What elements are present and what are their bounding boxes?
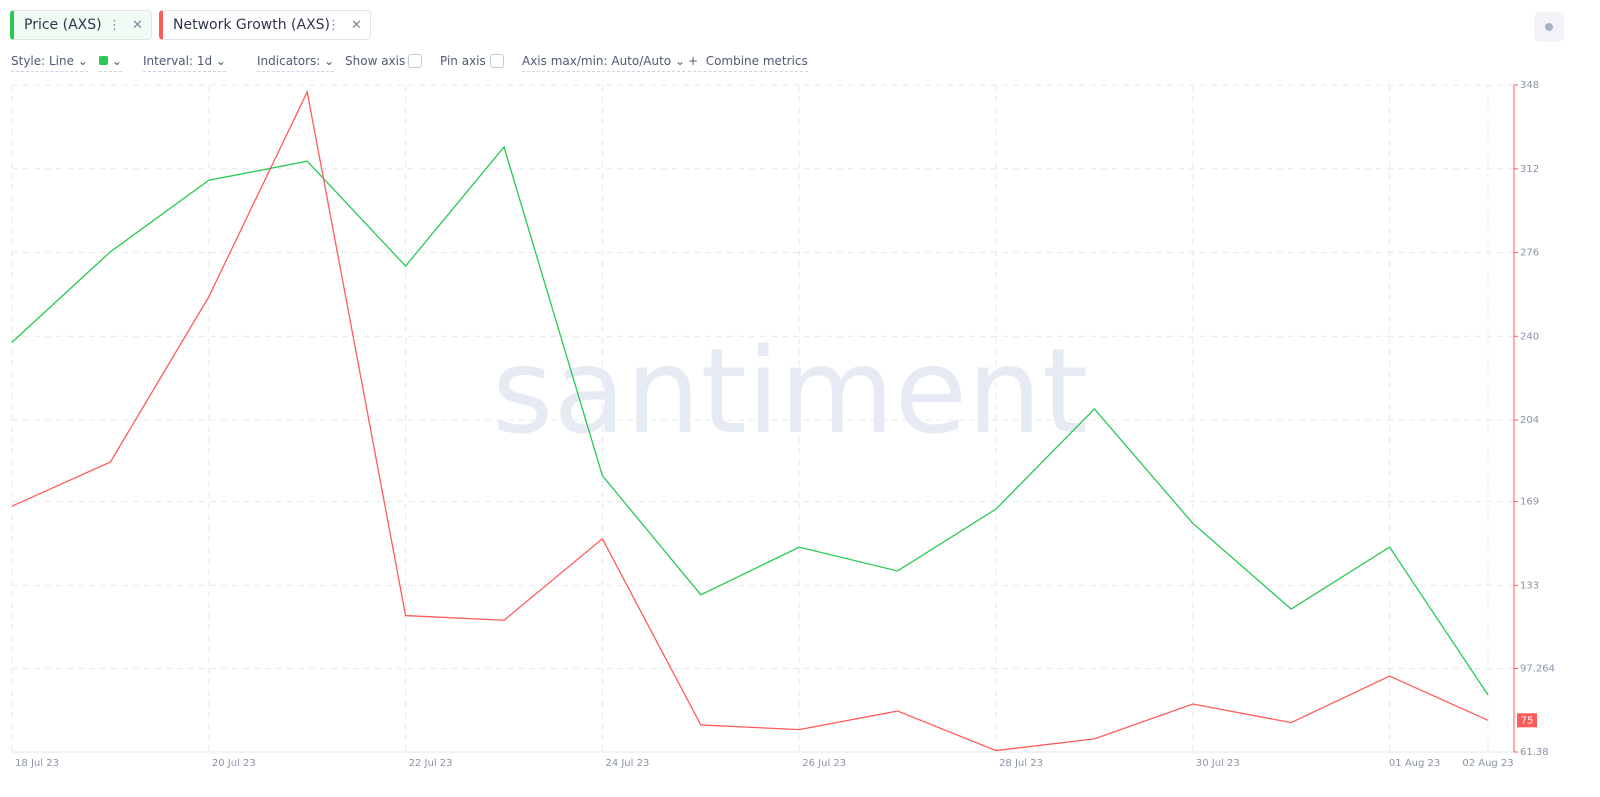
- y2-tick-label: 169: [1520, 497, 1539, 508]
- series-line: [11, 145, 1489, 696]
- icon: [1545, 23, 1553, 31]
- tab-label: Network Growth (AXS): [173, 17, 331, 33]
- y2-tick-label: 97.264: [1520, 663, 1555, 674]
- swatch: [99, 56, 108, 65]
- combine-button[interactable]: + Combine metrics: [688, 54, 808, 72]
- x-tick-label: 30 Jul 23: [1196, 758, 1240, 769]
- y2-tick-label: 133: [1520, 580, 1539, 591]
- metric-tab[interactable]: Price (AXS) ⋮ ✕: [10, 10, 152, 40]
- grid: [11, 84, 1514, 753]
- last-value-badge: [1517, 713, 1537, 728]
- axis-minmax-select[interactable]: Axis max/min: Auto/Auto ⌄: [522, 54, 686, 72]
- x-tick-label: 26 Jul 23: [802, 758, 846, 769]
- label: Interval: 1d: [143, 54, 213, 68]
- style-select[interactable]: Style: Line ⌄: [11, 54, 88, 72]
- last-value-label: 75: [1521, 715, 1534, 726]
- x-tick-label: 01 Aug 23: [1389, 758, 1440, 769]
- pin-axis-checkbox[interactable]: [490, 54, 504, 68]
- y2-tick-label: 240: [1520, 331, 1539, 342]
- tab-menu[interactable]: ⋮: [108, 17, 121, 33]
- label: Combine metrics: [705, 54, 808, 68]
- pin-axis-label[interactable]: Pin axis: [440, 54, 486, 68]
- x-tick-label: 20 Jul 23: [212, 758, 256, 769]
- interval-select[interactable]: Interval: 1d ⌄: [143, 54, 226, 72]
- y2-tick-label: 348: [1520, 80, 1539, 91]
- metric-tab[interactable]: Network Growth (AXS) ⋮ ✕: [159, 10, 371, 40]
- settings-button[interactable]: [1534, 12, 1564, 42]
- tab-label: Price (AXS): [24, 17, 102, 33]
- color-select[interactable]: ⌄: [99, 54, 122, 72]
- x-tick-label: 28 Jul 23: [999, 758, 1043, 769]
- y2-tick-label: 312: [1520, 164, 1539, 175]
- tab-close[interactable]: ✕: [132, 17, 143, 33]
- label: Axis max/min: Auto/Auto: [522, 54, 672, 68]
- y2-tick-label: 204: [1520, 415, 1539, 426]
- show-axis-checkbox[interactable]: [408, 54, 422, 68]
- show-axis-label[interactable]: Show axis: [345, 54, 406, 68]
- x-tick-label: 02 Aug 23: [1462, 758, 1513, 769]
- x-tick-label: 24 Jul 23: [605, 758, 649, 769]
- indicators-select[interactable]: Indicators: ⌄: [257, 54, 335, 72]
- y2-tick-label: 61.38: [1520, 747, 1549, 758]
- watermark: santiment: [492, 322, 1088, 460]
- label: Style: Line: [11, 54, 75, 68]
- series-line: [11, 89, 1489, 752]
- x-tick-label: 22 Jul 23: [409, 758, 453, 769]
- tab-close[interactable]: ✕: [351, 17, 362, 33]
- label: Indicators:: [257, 54, 321, 68]
- tab-menu[interactable]: ⋮: [327, 17, 340, 33]
- x-tick-label: 18 Jul 23: [15, 758, 59, 769]
- y2-tick-label: 276: [1520, 248, 1539, 259]
